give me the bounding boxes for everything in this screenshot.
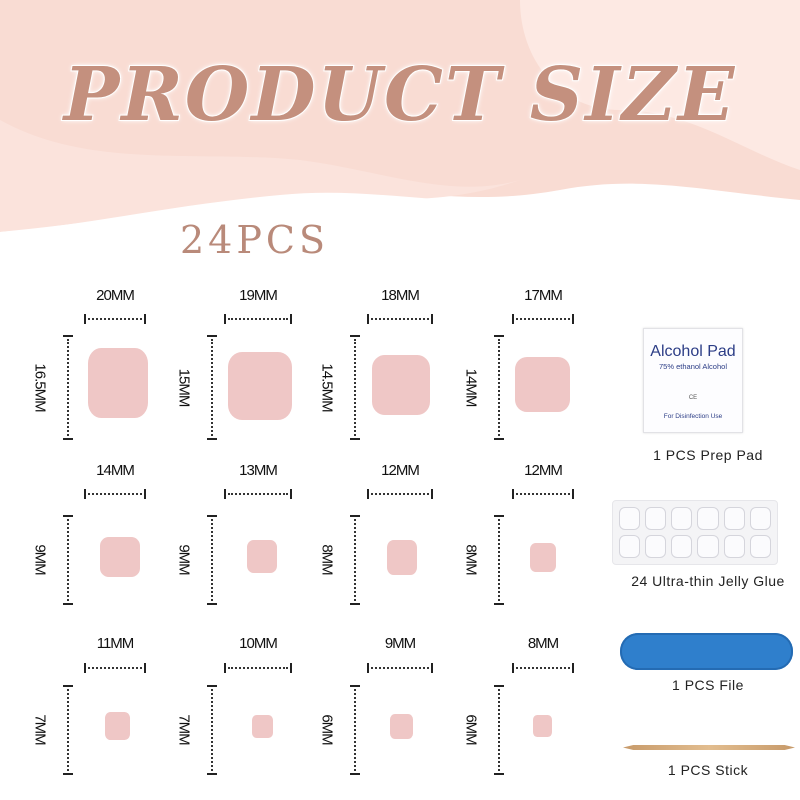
width-dimension-line: [367, 489, 433, 499]
ce-mark: CE: [688, 395, 698, 401]
press-on-nail: [372, 355, 430, 415]
glue-tab: [723, 535, 745, 558]
nail-length-label: 7MM: [175, 714, 193, 745]
jelly-glue-sheet-image: [612, 500, 778, 565]
glue-tab: [619, 535, 641, 558]
nail-length-label: 9MM: [175, 544, 193, 575]
pad-name: Alcohol Pad: [650, 343, 736, 360]
press-on-nail: [515, 357, 570, 412]
press-on-nail: [100, 537, 140, 577]
glue-tab: [671, 507, 693, 530]
nail-length-label: 6MM: [318, 714, 336, 745]
length-dimension-line: [63, 685, 73, 775]
nail-length-label: 8MM: [318, 544, 336, 575]
nail-length-label: 14.5MM: [318, 362, 336, 412]
width-dimension-line: [224, 314, 292, 324]
length-dimension-line: [350, 335, 360, 440]
width-dimension-line: [512, 489, 574, 499]
length-dimension-line: [63, 335, 73, 440]
glue-tab: [645, 507, 667, 530]
length-dimension-line: [207, 685, 217, 775]
press-on-nail: [105, 712, 130, 740]
glue-tab: [749, 535, 771, 558]
width-dimension-line: [84, 314, 146, 324]
nail-width-label: 9MM: [384, 635, 416, 652]
width-dimension-line: [512, 314, 574, 324]
nail-width-label: 13MM: [239, 462, 278, 479]
cuticle-stick-image: [623, 745, 795, 750]
width-dimension-line: [512, 663, 574, 673]
pad-sub: 75% ethanol Alcohol: [659, 362, 727, 371]
press-on-nail: [387, 540, 417, 575]
nail-width-label: 10MM: [239, 635, 278, 652]
glue-tab: [671, 535, 693, 558]
nail-width-label: 17MM: [524, 287, 563, 304]
nail-length-label: 14MM: [462, 368, 480, 406]
glue-tab: [619, 507, 641, 530]
width-dimension-line: [224, 663, 292, 673]
nail-length-label: 7MM: [31, 714, 49, 745]
nail-width-label: 18MM: [381, 287, 420, 304]
length-dimension-line: [207, 335, 217, 440]
width-dimension-line: [224, 489, 292, 499]
press-on-nail: [228, 352, 292, 420]
press-on-nail: [247, 540, 277, 573]
press-on-nail: [88, 348, 148, 418]
width-dimension-line: [367, 314, 433, 324]
nail-width-label: 12MM: [524, 462, 563, 479]
alcohol-pad-image: Alcohol Pad 75% ethanol Alcohol CE For D…: [643, 328, 743, 433]
nail-length-label: 9MM: [31, 544, 49, 575]
nail-width-label: 14MM: [96, 462, 135, 479]
nail-length-label: 6MM: [462, 714, 480, 745]
stick-label: 1 PCS Stick: [667, 762, 749, 778]
glue-tab: [697, 507, 719, 530]
length-dimension-line: [494, 515, 504, 605]
length-dimension-line: [494, 685, 504, 775]
nail-width-label: 20MM: [96, 287, 135, 304]
pad-use: For Disinfection Use: [663, 413, 723, 420]
press-on-nail: [533, 715, 552, 737]
prep-pad-label: 1 PCS Prep Pad: [653, 447, 763, 463]
press-on-nail: [530, 543, 556, 572]
nail-file-image: [620, 633, 793, 670]
nail-width-label: 8MM: [527, 635, 559, 652]
width-dimension-line: [367, 663, 433, 673]
glue-tab: [723, 507, 745, 530]
glue-tab: [749, 507, 771, 530]
page-title: PRODUCT SIZE: [63, 51, 737, 139]
length-dimension-line: [350, 685, 360, 775]
length-dimension-line: [63, 515, 73, 605]
glue-tab: [697, 535, 719, 558]
piece-count: 24PCS: [180, 218, 330, 262]
nail-length-label: 15MM: [175, 368, 193, 406]
press-on-nail: [390, 714, 413, 739]
file-label: 1 PCS File: [672, 677, 744, 693]
nail-width-label: 11MM: [96, 635, 135, 652]
nail-length-label: 8MM: [462, 544, 480, 575]
width-dimension-line: [84, 663, 146, 673]
width-dimension-line: [84, 489, 146, 499]
length-dimension-line: [350, 515, 360, 605]
nail-length-label: 16.5MM: [31, 362, 49, 412]
jelly-glue-label: 24 Ultra-thin Jelly Glue: [631, 573, 785, 589]
length-dimension-line: [494, 335, 504, 440]
glue-tab: [645, 535, 667, 558]
nail-width-label: 12MM: [381, 462, 420, 479]
press-on-nail: [252, 715, 273, 738]
nail-width-label: 19MM: [239, 287, 278, 304]
length-dimension-line: [207, 515, 217, 605]
